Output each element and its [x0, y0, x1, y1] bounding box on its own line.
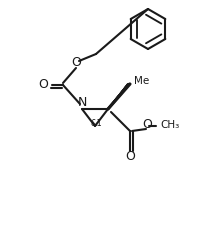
Text: N: N — [77, 96, 87, 109]
Text: Me: Me — [134, 76, 149, 86]
Text: O: O — [71, 57, 81, 69]
Text: &1: &1 — [90, 118, 102, 128]
Text: O: O — [38, 79, 48, 91]
Text: CH₃: CH₃ — [160, 120, 179, 130]
Text: O: O — [142, 118, 152, 131]
Text: O: O — [125, 151, 135, 163]
